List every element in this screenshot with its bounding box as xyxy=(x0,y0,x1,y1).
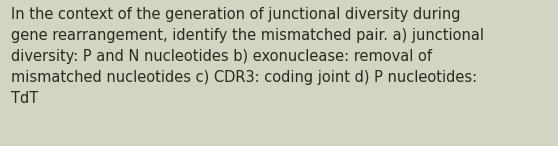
Text: In the context of the generation of junctional diversity during
gene rearrangeme: In the context of the generation of junc… xyxy=(11,7,484,106)
